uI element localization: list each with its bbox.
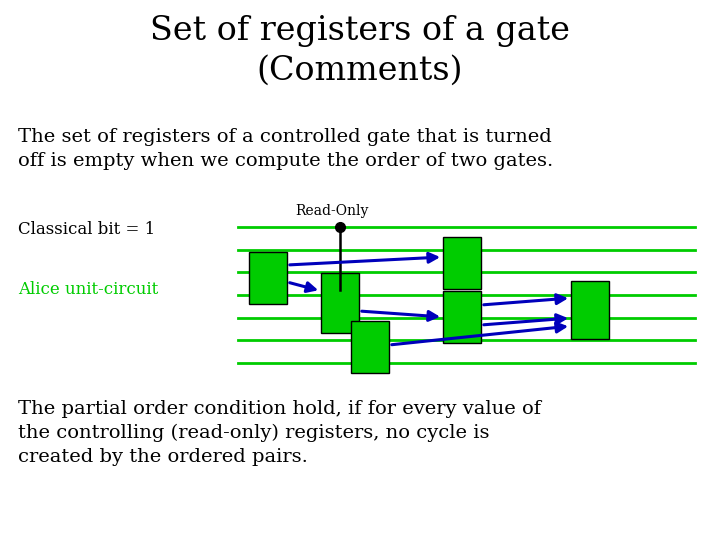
Text: Alice unit-circuit: Alice unit-circuit: [18, 281, 158, 299]
Bar: [443, 237, 481, 289]
Text: Read-Only: Read-Only: [295, 204, 369, 218]
Text: Classical bit = 1: Classical bit = 1: [18, 221, 156, 239]
Bar: [249, 252, 287, 304]
Text: created by the ordered pairs.: created by the ordered pairs.: [18, 448, 308, 466]
Bar: [571, 281, 609, 339]
Text: Set of registers of a gate
(Comments): Set of registers of a gate (Comments): [150, 15, 570, 86]
Text: off is empty when we compute the order of two gates.: off is empty when we compute the order o…: [18, 152, 553, 170]
Text: The partial order condition hold, if for every value of: The partial order condition hold, if for…: [18, 400, 541, 418]
Bar: [321, 273, 359, 333]
Bar: [443, 291, 481, 343]
Bar: [351, 321, 389, 373]
Text: The set of registers of a controlled gate that is turned: The set of registers of a controlled gat…: [18, 128, 552, 146]
Text: the controlling (read-only) registers, no cycle is: the controlling (read-only) registers, n…: [18, 424, 490, 442]
